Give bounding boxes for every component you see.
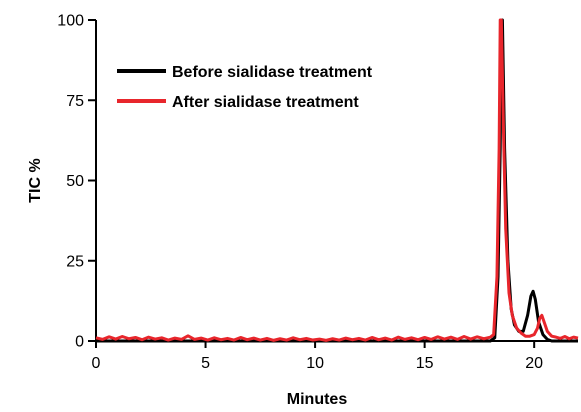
legend-label: After sialidase treatment <box>172 94 359 111</box>
series-line-after <box>95 18 579 342</box>
x-tick-label: 0 <box>92 355 101 372</box>
y-tick-label: 50 <box>66 173 84 190</box>
series-layer <box>95 18 579 343</box>
x-tick-label: 5 <box>201 355 210 372</box>
x-axis-title: Minutes <box>287 391 348 408</box>
y-axis-title: TIC % <box>27 158 44 202</box>
y-tick-label: 75 <box>66 93 84 110</box>
x-tick-label: 20 <box>525 355 543 372</box>
x-tick-label: 10 <box>306 355 324 372</box>
y-tick-label: 0 <box>75 334 84 351</box>
legend-label: Before sialidase treatment <box>172 64 373 81</box>
y-tick-label: 25 <box>66 253 84 270</box>
y-tick-label: 100 <box>57 13 84 30</box>
x-tick-label: 15 <box>416 355 434 372</box>
legend: Before sialidase treatment After sialidas… <box>117 64 373 111</box>
